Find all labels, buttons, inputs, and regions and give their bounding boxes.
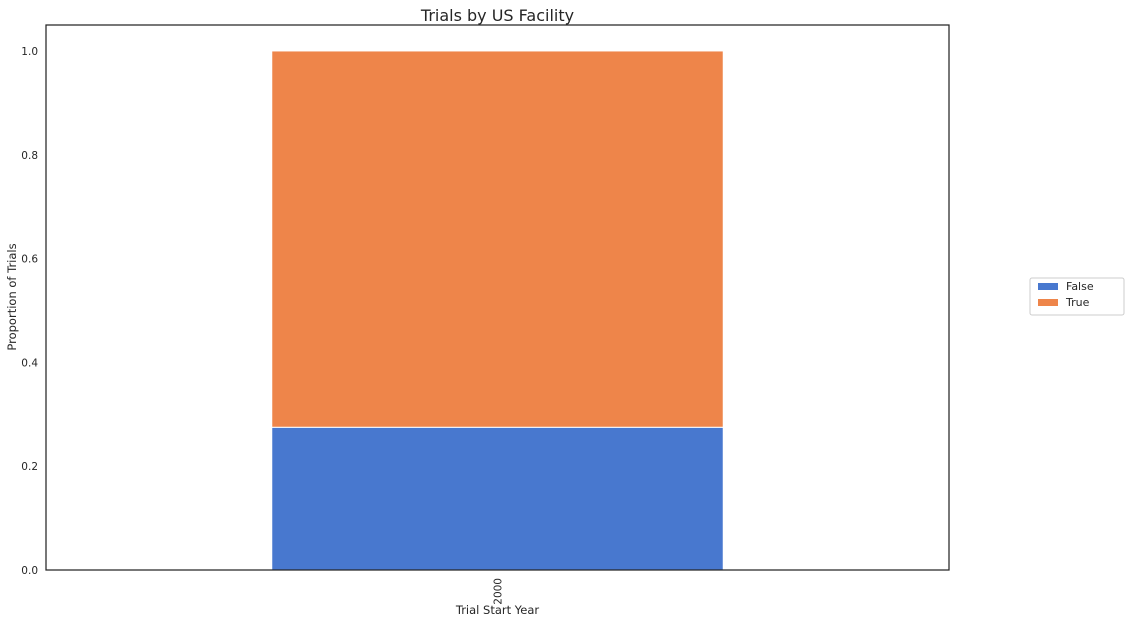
legend-label-false: False [1066,280,1094,293]
bar-true-2000 [271,50,724,428]
y-tick-label: 0.4 [21,357,38,369]
x-axis-label: Trial Start Year [455,603,540,617]
legend: False True [1029,277,1125,316]
y-axis-label: Proportion of Trials [5,243,19,350]
legend-label-true: True [1065,296,1090,309]
y-tick-labels: 0.0 0.2 0.4 0.6 0.8 1.0 [21,46,38,577]
y-tick-label: 0.0 [21,565,38,577]
bars-layer [271,50,724,571]
x-tick-labels: 2000 [493,578,505,605]
chart-title: Trials by US Facility [420,6,574,25]
y-tick-label: 0.2 [21,461,38,473]
x-tick-label: 2000 [493,578,505,605]
y-tick-label: 0.6 [21,254,38,266]
y-tick-label: 0.8 [21,150,38,162]
plot-frame [45,24,950,571]
legend-swatch-true [1038,299,1058,306]
y-tick-label: 1.0 [21,46,38,58]
legend-swatch-false [1038,283,1058,290]
bar-false-2000 [271,426,724,571]
